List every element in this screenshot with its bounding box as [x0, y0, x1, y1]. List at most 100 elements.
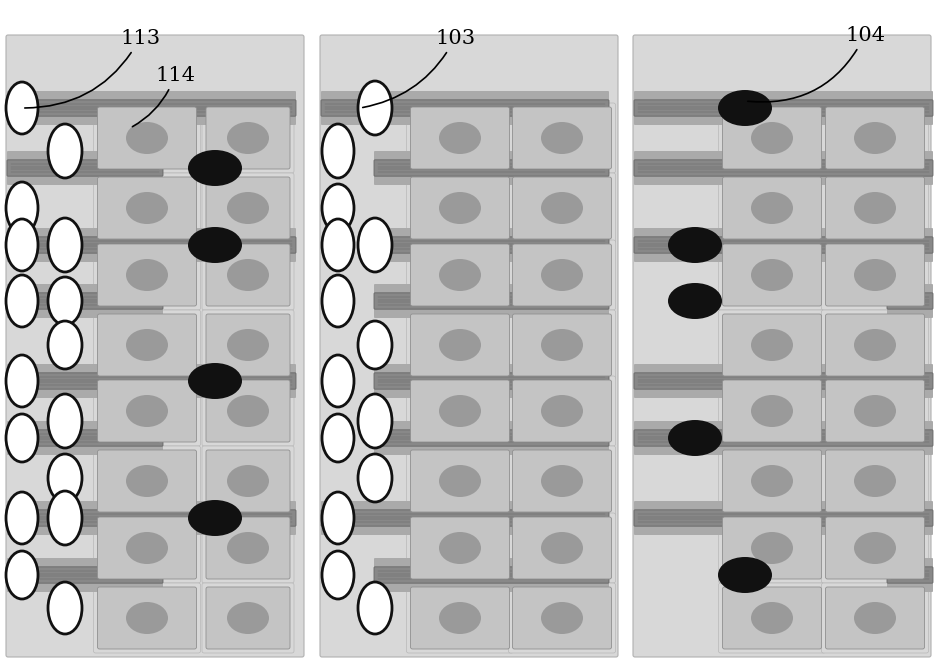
FancyBboxPatch shape [7, 100, 296, 116]
Ellipse shape [322, 414, 354, 462]
Ellipse shape [439, 532, 481, 564]
Ellipse shape [126, 395, 168, 427]
FancyBboxPatch shape [206, 314, 290, 376]
Ellipse shape [48, 491, 82, 545]
FancyBboxPatch shape [374, 228, 609, 262]
FancyBboxPatch shape [512, 517, 611, 579]
Ellipse shape [6, 219, 38, 271]
FancyBboxPatch shape [206, 177, 290, 239]
FancyBboxPatch shape [374, 284, 609, 318]
FancyBboxPatch shape [93, 446, 201, 516]
FancyBboxPatch shape [407, 310, 513, 380]
FancyBboxPatch shape [202, 376, 294, 446]
Ellipse shape [854, 532, 896, 564]
FancyBboxPatch shape [719, 513, 825, 583]
FancyBboxPatch shape [7, 558, 163, 592]
FancyBboxPatch shape [93, 103, 201, 173]
FancyBboxPatch shape [93, 513, 201, 583]
Ellipse shape [322, 184, 354, 232]
FancyBboxPatch shape [407, 513, 513, 583]
Ellipse shape [126, 602, 168, 634]
Ellipse shape [854, 122, 896, 154]
FancyBboxPatch shape [321, 91, 609, 125]
Ellipse shape [227, 122, 269, 154]
Ellipse shape [322, 492, 354, 544]
Ellipse shape [322, 219, 354, 271]
FancyBboxPatch shape [825, 244, 924, 306]
Ellipse shape [439, 602, 481, 634]
FancyBboxPatch shape [7, 160, 163, 176]
Ellipse shape [439, 395, 481, 427]
FancyBboxPatch shape [719, 103, 825, 173]
FancyBboxPatch shape [411, 517, 510, 579]
FancyBboxPatch shape [821, 376, 929, 446]
Ellipse shape [188, 500, 242, 536]
Ellipse shape [718, 557, 772, 593]
FancyBboxPatch shape [7, 364, 296, 398]
FancyBboxPatch shape [509, 240, 615, 310]
Ellipse shape [48, 277, 82, 325]
FancyBboxPatch shape [633, 35, 931, 657]
Ellipse shape [541, 395, 583, 427]
Text: 113: 113 [24, 29, 160, 108]
FancyBboxPatch shape [206, 517, 290, 579]
Ellipse shape [439, 259, 481, 291]
Text: 104: 104 [748, 25, 885, 102]
FancyBboxPatch shape [634, 228, 933, 262]
FancyBboxPatch shape [825, 587, 924, 649]
Ellipse shape [227, 532, 269, 564]
Ellipse shape [751, 532, 793, 564]
FancyBboxPatch shape [887, 567, 933, 583]
FancyBboxPatch shape [723, 380, 821, 442]
FancyBboxPatch shape [509, 446, 615, 516]
Ellipse shape [439, 329, 481, 361]
FancyBboxPatch shape [6, 35, 304, 657]
FancyBboxPatch shape [719, 240, 825, 310]
FancyBboxPatch shape [320, 35, 618, 657]
Ellipse shape [668, 227, 722, 263]
FancyBboxPatch shape [407, 103, 513, 173]
Ellipse shape [126, 192, 168, 224]
FancyBboxPatch shape [723, 177, 821, 239]
FancyBboxPatch shape [206, 107, 290, 169]
Ellipse shape [48, 218, 82, 272]
FancyBboxPatch shape [825, 177, 924, 239]
FancyBboxPatch shape [821, 310, 929, 380]
Ellipse shape [188, 363, 242, 399]
FancyBboxPatch shape [411, 587, 510, 649]
Ellipse shape [126, 122, 168, 154]
Ellipse shape [751, 602, 793, 634]
FancyBboxPatch shape [719, 310, 825, 380]
FancyBboxPatch shape [509, 310, 615, 380]
FancyBboxPatch shape [634, 501, 933, 535]
Ellipse shape [227, 259, 269, 291]
FancyBboxPatch shape [723, 587, 821, 649]
Ellipse shape [751, 395, 793, 427]
FancyBboxPatch shape [7, 510, 296, 526]
FancyBboxPatch shape [512, 244, 611, 306]
FancyBboxPatch shape [407, 583, 513, 653]
FancyBboxPatch shape [374, 421, 609, 455]
Ellipse shape [126, 532, 168, 564]
Ellipse shape [541, 192, 583, 224]
Ellipse shape [854, 259, 896, 291]
Ellipse shape [358, 582, 392, 634]
FancyBboxPatch shape [634, 364, 933, 398]
FancyBboxPatch shape [93, 376, 201, 446]
FancyBboxPatch shape [821, 513, 929, 583]
Ellipse shape [48, 394, 82, 448]
FancyBboxPatch shape [98, 517, 197, 579]
Ellipse shape [751, 192, 793, 224]
FancyBboxPatch shape [509, 376, 615, 446]
FancyBboxPatch shape [206, 450, 290, 512]
FancyBboxPatch shape [407, 376, 513, 446]
FancyBboxPatch shape [98, 107, 197, 169]
FancyBboxPatch shape [887, 558, 933, 592]
FancyBboxPatch shape [206, 244, 290, 306]
FancyBboxPatch shape [374, 160, 609, 176]
Ellipse shape [6, 414, 38, 462]
Ellipse shape [439, 465, 481, 497]
Ellipse shape [6, 82, 38, 134]
Ellipse shape [854, 465, 896, 497]
FancyBboxPatch shape [374, 151, 609, 185]
